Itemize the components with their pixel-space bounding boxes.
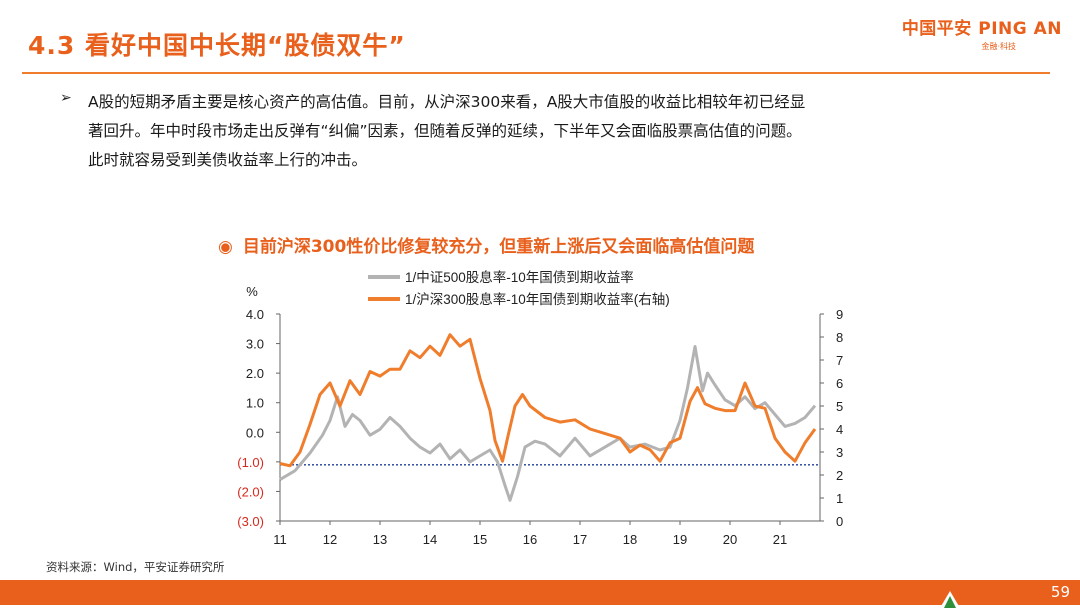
left-tick-label: (1.0) — [237, 455, 264, 470]
page-number: 59 — [1050, 583, 1070, 601]
left-tick-label: 3.0 — [246, 337, 264, 352]
x-tick-label: 17 — [573, 532, 587, 547]
right-tick-label: 7 — [836, 353, 843, 368]
logo-text: 中国平安 PING AN — [901, 19, 1062, 39]
x-tick-label: 11 — [273, 532, 287, 547]
x-tick-label: 15 — [473, 532, 487, 547]
x-tick-label: 12 — [323, 532, 337, 547]
bullet-line: 此时就容易受到美债收益率上行的冲击。 — [88, 151, 368, 169]
bullet-line: A股的短期矛盾主要是核心资产的高估值。目前，从沪深300来看，A股大市值股的收益… — [88, 93, 806, 111]
footer-bar: 59 — [0, 580, 1080, 605]
series-line-hs300 — [279, 333, 817, 468]
x-tick-label: 14 — [423, 532, 437, 547]
pingan-emblem-icon — [940, 591, 960, 608]
arrow-bullet-icon: ➢ — [60, 90, 72, 106]
right-tick-label: 6 — [836, 376, 843, 391]
x-tick-label: 18 — [623, 532, 637, 547]
series-line-csi500 — [279, 345, 817, 502]
x-tick-label: 21 — [773, 532, 787, 547]
right-tick-label: 8 — [836, 330, 843, 345]
x-tick-label: 13 — [373, 532, 387, 547]
right-tick-label: 0 — [836, 514, 843, 529]
logo-tagline: 金融·科技 — [981, 42, 1016, 51]
left-tick-label: 0.0 — [246, 425, 264, 440]
left-tick-label: 2.0 — [246, 366, 264, 381]
target-bullet-icon: ◉ — [218, 237, 233, 257]
right-tick-label: 3 — [836, 445, 843, 460]
legend-label: 1/中证500股息率-10年国债到期收益率 — [405, 269, 634, 285]
title-divider — [22, 72, 1050, 74]
bullet-point: ➢ A股的短期矛盾主要是核心资产的高估值。目前，从沪深300来看，A股大市值股的… — [60, 88, 1040, 175]
chart-caption: ◉ 目前沪深300性价比修复较充分，但重新上涨后又会面临高估值问题 — [218, 232, 754, 257]
bullet-line: 著回升。年中时段市场走出反弹有“纠偏”因素，但随着反弹的延续，下半年又会面临股票… — [88, 122, 802, 140]
ping-an-logo: 中国平安 PING AN 金融·科技 — [902, 14, 1062, 52]
source-note: 资料来源：Wind，平安证券研究所 — [46, 560, 225, 574]
right-tick-label: 1 — [836, 491, 843, 506]
left-tick-label: 4.0 — [246, 307, 264, 322]
left-tick-label: (2.0) — [237, 484, 264, 499]
right-tick-label: 9 — [836, 307, 843, 322]
x-tick-label: 19 — [673, 532, 687, 547]
left-tick-label: (3.0) — [237, 514, 264, 529]
x-tick-label: 20 — [723, 532, 737, 547]
left-tick-label: 1.0 — [246, 396, 264, 411]
chart-caption-text: 目前沪深300性价比修复较充分，但重新上涨后又会面临高估值问题 — [242, 237, 755, 257]
legend-label: 1/沪深300股息率-10年国债到期收益率(右轴) — [405, 291, 670, 307]
y-axis-unit: % — [246, 284, 258, 299]
bullet-text: A股的短期矛盾主要是核心资产的高估值。目前，从沪深300来看，A股大市值股的收益… — [88, 88, 1040, 175]
x-tick-label: 16 — [523, 532, 537, 547]
slide-title: 4.3 看好中国中长期“股债双牛” — [28, 31, 406, 60]
right-tick-label: 2 — [836, 468, 843, 483]
right-tick-label: 4 — [836, 422, 843, 437]
right-tick-label: 5 — [836, 399, 843, 414]
